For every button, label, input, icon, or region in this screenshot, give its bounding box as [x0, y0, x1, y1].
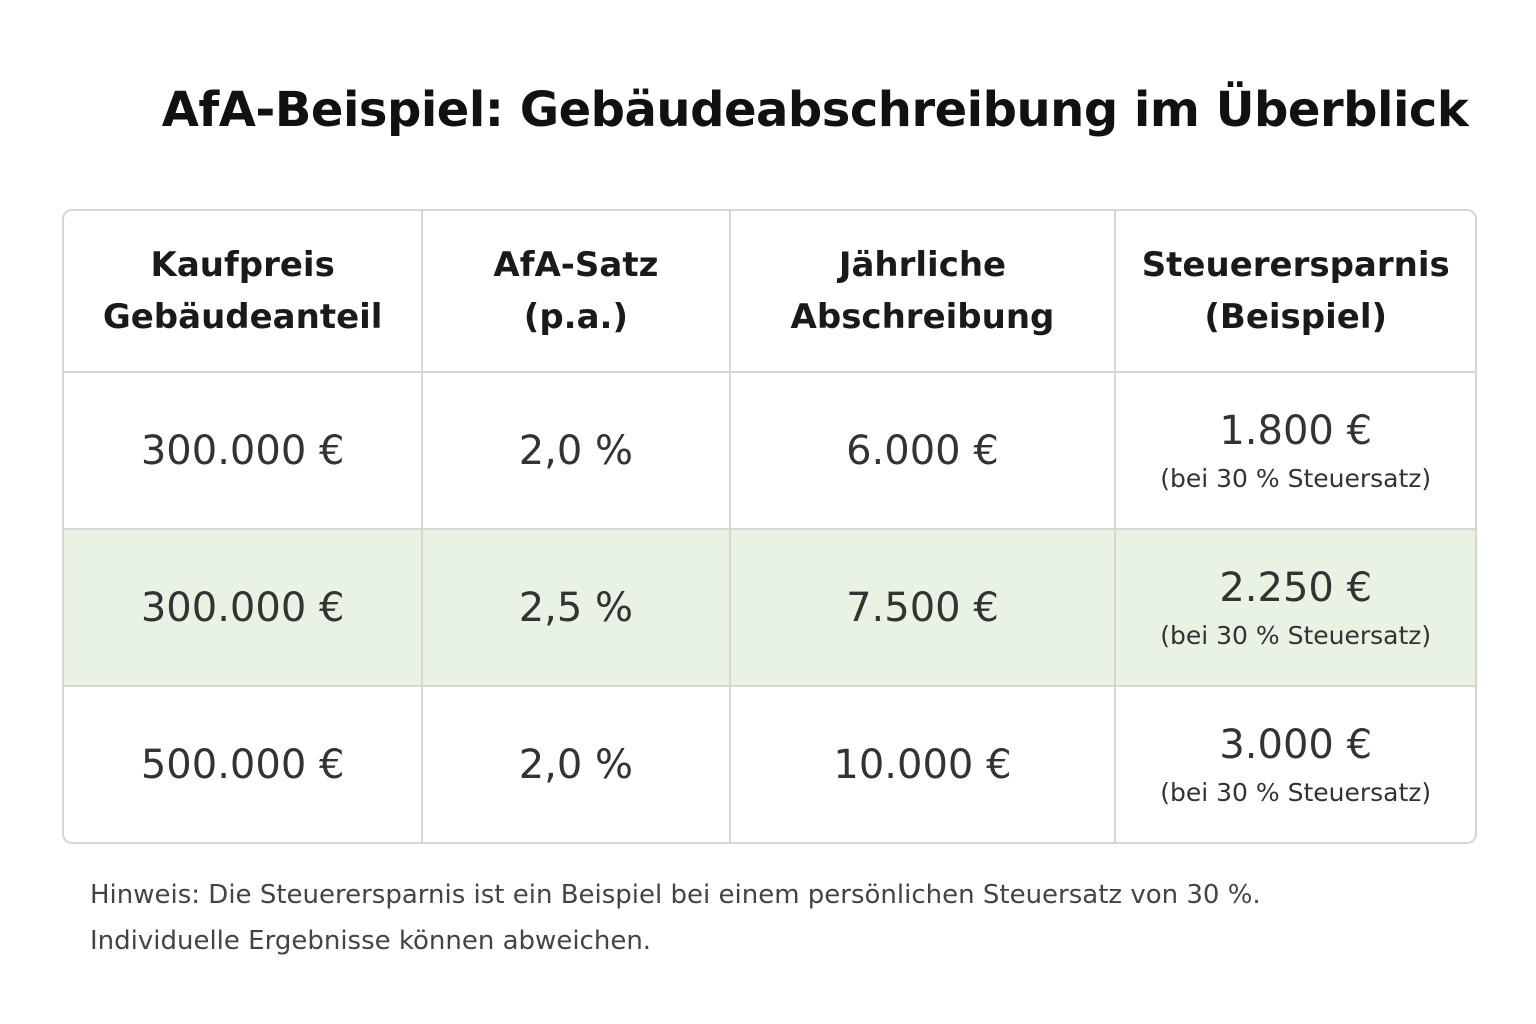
- cell-value: 7.500 €: [846, 584, 999, 631]
- table-cell: 2.250 € (bei 30 % Steuersatz): [1116, 530, 1475, 687]
- table-row: 500.000 € 2,0 % 10.000 € 3.000 € (bei 30 % S…: [64, 687, 1475, 842]
- table-cell: 2,0 %: [423, 373, 731, 530]
- header-cell: Steuerersparnis (Beispiel): [1116, 211, 1475, 373]
- cell-value: 2.250 €: [1219, 565, 1373, 611]
- title: AfA-Beispiel: Gebäudeabschreibung im Übe…: [161, 82, 1469, 138]
- footnote: Hinweis: Die Steuerersparnis ist ein Bei…: [90, 872, 1261, 964]
- header-line: Kaufpreis: [150, 245, 335, 285]
- header-line: (p.a.): [523, 297, 628, 337]
- header-line: Steuerersparnis: [1141, 245, 1450, 285]
- table-cell: 10.000 €: [731, 687, 1117, 842]
- cell-value: 500.000 €: [140, 741, 345, 788]
- cell-note: (bei 30 % Steuersatz): [1160, 621, 1432, 650]
- table-cell: 6.000 €: [730, 373, 1117, 530]
- header-cell: AfA-Satz (p.a.): [423, 211, 731, 373]
- table-cell: 1.800 € (bei 30 % Steuersatz): [1116, 373, 1475, 530]
- cell-note: (bei 30 % Steuersatz): [1160, 778, 1432, 807]
- table-cell: 2,0 %: [423, 687, 731, 842]
- cell-note: (bei 30 % Steuersatz): [1160, 464, 1432, 493]
- header-line: (Beispiel): [1204, 297, 1388, 337]
- table-cell: 3.000 € (bei 30 % Steuersatz): [1116, 687, 1475, 842]
- cell-value: 300.000 €: [140, 427, 345, 474]
- table-cell: 7.500 €: [730, 530, 1117, 687]
- header-line: AfA-Satz: [493, 245, 659, 285]
- table: Kaufpreis Gebäudeanteil AfA-Satz (p.a.) Jähr…: [62, 209, 1477, 844]
- footnote-line: Individuelle Ergebnisse können abweichen…: [90, 926, 652, 956]
- cell-value: 1.800 €: [1219, 408, 1373, 454]
- header-line: Jährliche: [838, 245, 1007, 285]
- header-line: Abschreibung: [790, 297, 1055, 337]
- header-cell: Jährliche Abschreibung: [730, 211, 1117, 373]
- footnote-line: Hinweis: Die Steuerersparnis ist ein Bei…: [90, 880, 1261, 910]
- cell-value: 3.000 €: [1219, 722, 1373, 768]
- cell-value: 2,0 %: [518, 741, 634, 788]
- table-cell: 500.000 €: [64, 687, 424, 842]
- table-cell: 300.000 €: [64, 373, 424, 530]
- cell-value: 2,0 %: [518, 427, 634, 474]
- cell-value: 2,5 %: [518, 584, 634, 631]
- cell-value: 10.000 €: [833, 741, 1012, 788]
- table-cell: 2,5 %: [423, 530, 731, 687]
- header-cell: Kaufpreis Gebäudeanteil: [64, 211, 424, 373]
- cell-value: 6.000 €: [846, 427, 999, 474]
- table-row: 300.000 € 2,5 % 7.500 € 2.250 € (bei 30 % St…: [64, 530, 1475, 687]
- header-row: Kaufpreis Gebäudeanteil AfA-Satz (p.a.) Jähr…: [64, 211, 1475, 373]
- table-cell: 300.000 €: [64, 530, 424, 687]
- cell-value: 300.000 €: [140, 584, 345, 631]
- header-line: Gebäudeanteil: [102, 297, 383, 337]
- table-row: 300.000 € 2,0 % 6.000 € 1.800 € (bei 30 % St…: [64, 373, 1475, 530]
